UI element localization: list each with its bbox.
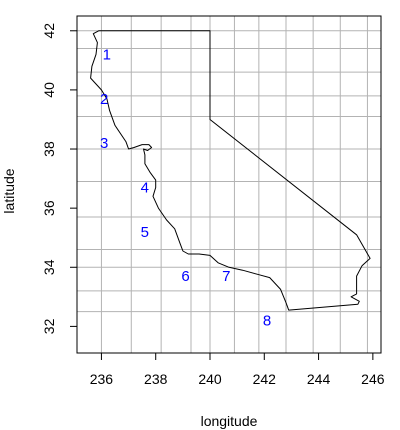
x-tick-label: 244 (307, 371, 331, 387)
state-outline-layer (90, 30, 371, 311)
region-label-5: 5 (141, 224, 149, 241)
region-label-2: 2 (100, 91, 108, 108)
y-tick-label: 42 (41, 23, 57, 39)
x-tick-label: 238 (144, 371, 168, 387)
region-labels: 1 2 3 4 5 6 7 8 (100, 46, 271, 329)
y-axis: 32 34 36 38 40 42 (41, 23, 78, 334)
plot-frame (76, 15, 382, 354)
x-tick-label: 240 (198, 371, 222, 387)
region-label-8: 8 (263, 312, 271, 329)
x-tick-label: 246 (361, 371, 385, 387)
grid (77, 16, 381, 353)
y-tick-label: 34 (41, 259, 57, 275)
region-label-1: 1 (103, 46, 111, 63)
region-label-3: 3 (100, 135, 108, 152)
y-tick-label: 32 (41, 318, 57, 334)
y-axis-title: latitude (1, 168, 17, 213)
region-label-6: 6 (181, 268, 189, 285)
x-tick-label: 242 (253, 371, 277, 387)
y-tick-label: 40 (41, 82, 57, 98)
x-axis: 236 238 240 242 244 246 (90, 352, 385, 387)
x-tick-label: 236 (90, 371, 114, 387)
y-tick-label: 38 (41, 141, 57, 157)
x-axis-title: longitude (201, 413, 258, 429)
region-label-4: 4 (141, 179, 149, 196)
region-label-7: 7 (222, 268, 230, 285)
y-tick-label: 36 (41, 200, 57, 216)
california-outline (90, 30, 371, 311)
